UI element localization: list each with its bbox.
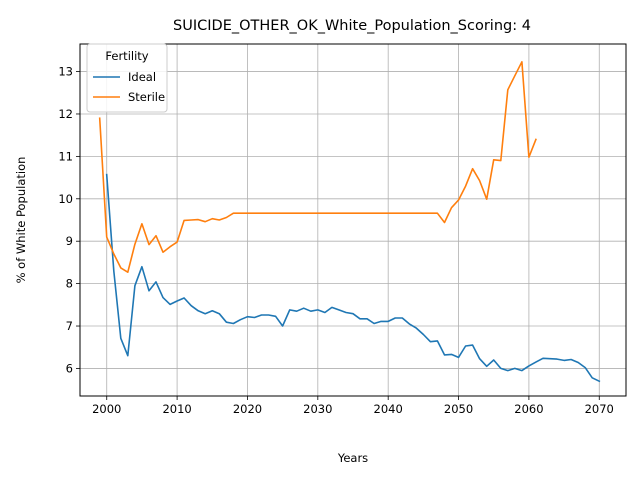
grid <box>80 44 626 396</box>
legend-title: Fertility <box>105 49 148 63</box>
y-tick-label: 7 <box>66 319 73 333</box>
y-tick-label: 8 <box>66 277 73 291</box>
chart-title: SUICIDE_OTHER_OK_White_Population_Scorin… <box>173 18 531 34</box>
x-tick-label: 2030 <box>303 402 332 416</box>
x-tick-label: 2010 <box>162 402 191 416</box>
x-tick-label: 2000 <box>92 402 121 416</box>
y-axis-label: % of White Population <box>14 157 28 284</box>
y-tick-label: 12 <box>58 107 73 121</box>
series-line-sterile <box>98 60 537 274</box>
x-tick-label: 2020 <box>233 402 262 416</box>
y-tick-label: 10 <box>58 192 73 206</box>
x-tick-label: 2060 <box>514 402 543 416</box>
legend-label-sterile: Sterile <box>128 90 165 104</box>
legend-label-ideal: Ideal <box>128 70 156 84</box>
y-tick-label: 6 <box>66 361 73 375</box>
y-tick-label: 13 <box>58 65 73 79</box>
y-tick-label: 9 <box>66 234 73 248</box>
plot-frame <box>79 43 627 397</box>
y-tick-label: 11 <box>58 149 73 163</box>
x-axis-label: Years <box>337 451 368 465</box>
legend-box <box>86 43 168 113</box>
legend: Fertility Ideal Sterile <box>86 43 168 113</box>
x-tick-label: 2050 <box>444 402 473 416</box>
x-tick-label: 2040 <box>374 402 403 416</box>
series-line-ideal <box>105 173 601 383</box>
x-tick-label: 2070 <box>585 402 614 416</box>
plot-lines <box>98 60 601 383</box>
axis-ticks: 2000 2010 2020 2030 2040 2050 2060 2070 6 7 8 9 10 11… <box>58 65 614 416</box>
